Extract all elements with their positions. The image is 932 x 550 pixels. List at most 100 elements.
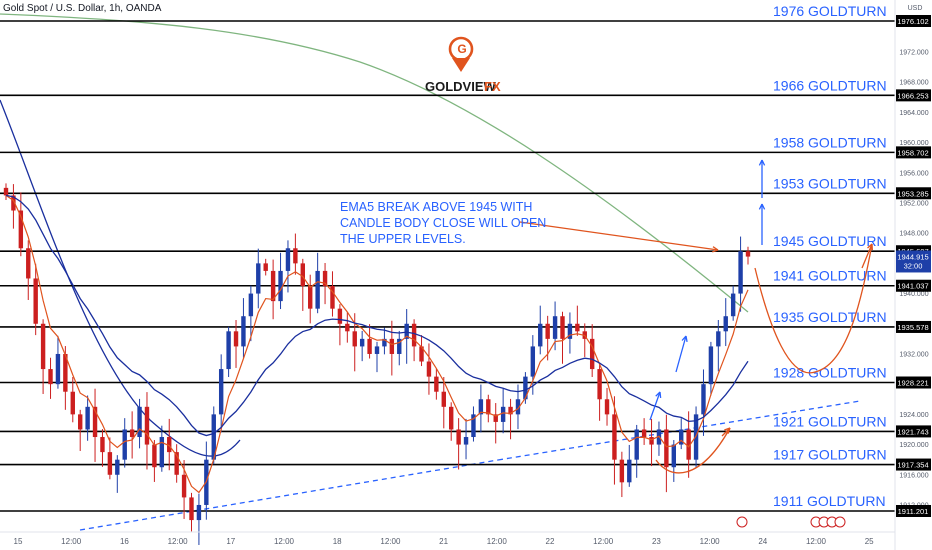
price-tick-label: 1920.000 [899, 442, 928, 449]
candle-body [404, 323, 409, 339]
price-tick-label: 1916.000 [899, 472, 928, 479]
candle-body [434, 376, 439, 392]
candle-body [397, 338, 402, 354]
candle-body [575, 323, 580, 332]
candle-body [70, 391, 75, 415]
candle-body [315, 270, 320, 309]
level-tag [896, 15, 931, 27]
level-label: 1953 GOLDTURN [773, 175, 887, 191]
up-arrow-1958-head [758, 159, 766, 166]
time-tick-label: 12:00 [700, 537, 721, 546]
candle-body [745, 251, 751, 257]
price-tick-label: 1940.000 [899, 291, 928, 298]
level-label: 1911 GOLDTURN [773, 493, 886, 509]
candle-body [515, 399, 521, 415]
level-tag [896, 89, 931, 102]
price-tick-label: 1960.000 [899, 140, 928, 147]
level-tag [896, 146, 931, 159]
current-price-text: 1944.915 [897, 252, 928, 261]
up-arrow-1953-head [758, 203, 766, 210]
candle-body [649, 437, 654, 445]
candle-body [686, 429, 691, 460]
candle-body [63, 353, 68, 392]
candle-body [11, 195, 16, 211]
candle-body [278, 270, 283, 302]
candle-body [449, 406, 454, 430]
candle-body [545, 323, 550, 339]
price-tick-label: 1964.000 [899, 110, 928, 117]
time-tick-label: 21 [439, 537, 448, 546]
level-tag-text: 1917.354 [897, 461, 928, 470]
level-label: 1941 GOLDTURN [773, 268, 887, 284]
candle-body [40, 323, 46, 370]
candle-body [560, 316, 565, 339]
candle-body [738, 251, 743, 294]
annotations [519, 159, 873, 474]
candle-body [597, 369, 602, 400]
price-tick-label: 1952.000 [899, 200, 928, 207]
time-tick-label: 17 [226, 537, 235, 546]
level-tag-text: 1976.102 [897, 17, 928, 26]
candle-body [374, 346, 380, 354]
countdown-text: 32:00 [904, 261, 923, 270]
up-arrow-mid [649, 391, 661, 421]
ema-steep-line [0, 99, 241, 457]
time-tick-label: 24 [758, 537, 767, 546]
note-line: CANDLE BODY CLOSE WILL OPEN [340, 216, 546, 230]
candle-body [48, 369, 53, 385]
time-tick-label: 15 [14, 537, 23, 546]
candle-body [300, 263, 305, 287]
level-tag-text: 1953.285 [897, 189, 928, 198]
candle-body [263, 263, 268, 271]
level-label: 1928 GOLDTURN [773, 364, 887, 380]
candle-body [671, 444, 676, 468]
candle-body [78, 414, 83, 430]
level-tag [896, 376, 931, 389]
candle-body [226, 331, 231, 370]
rising-trendline-ext [497, 400, 861, 461]
candle-body [456, 429, 461, 445]
candle-body [285, 248, 291, 271]
note-pointer-arrow-head [712, 246, 719, 253]
candle-body [248, 293, 254, 317]
logo-letter: G [457, 42, 466, 56]
candle-body [211, 414, 216, 460]
candle-body [523, 376, 528, 400]
event-flag-icon [834, 516, 846, 528]
price-tick-label: 1924.000 [899, 412, 928, 419]
level-tag [896, 425, 931, 438]
candle-body [382, 338, 387, 347]
candle-body [174, 452, 179, 475]
time-tick-label: 22 [546, 537, 555, 546]
candle-body [389, 338, 395, 354]
price-axis: USD1976.0001972.0001968.0001964.0001960.… [894, 0, 932, 550]
level-tag [896, 458, 931, 471]
candle-body [100, 437, 105, 453]
candle-body [679, 429, 684, 445]
candle-body [18, 210, 24, 249]
candle-body [322, 270, 328, 287]
candle-body [233, 331, 239, 347]
up-arrow-mid-head [655, 391, 662, 399]
goldview-logo: G GOLDVIEW FX [425, 36, 501, 94]
price-tick-label: 1956.000 [899, 170, 928, 177]
level-tag-text: 1941.037 [897, 282, 928, 291]
symbol-title: Gold Spot / U.S. Dollar, 1h, OANDA [3, 3, 162, 14]
level-tag [896, 187, 931, 200]
level-label: 1966 GOLDTURN [773, 77, 887, 93]
candle-body [345, 323, 350, 332]
candle-body [641, 429, 647, 438]
candle-body [144, 406, 150, 445]
level-tag-text: 1928.221 [897, 378, 928, 387]
candle-body [352, 331, 357, 347]
candle-body [567, 323, 573, 339]
level-label: 1921 GOLDTURN [773, 413, 887, 429]
time-tick-label: 12:00 [806, 537, 827, 546]
level-tag-text: 1911.201 [898, 507, 929, 516]
level-tag-text: 1966.253 [897, 91, 928, 100]
level-tag [896, 505, 931, 517]
candle-body [181, 474, 187, 498]
logo-pin-icon [452, 58, 470, 72]
candle-body [359, 338, 365, 347]
